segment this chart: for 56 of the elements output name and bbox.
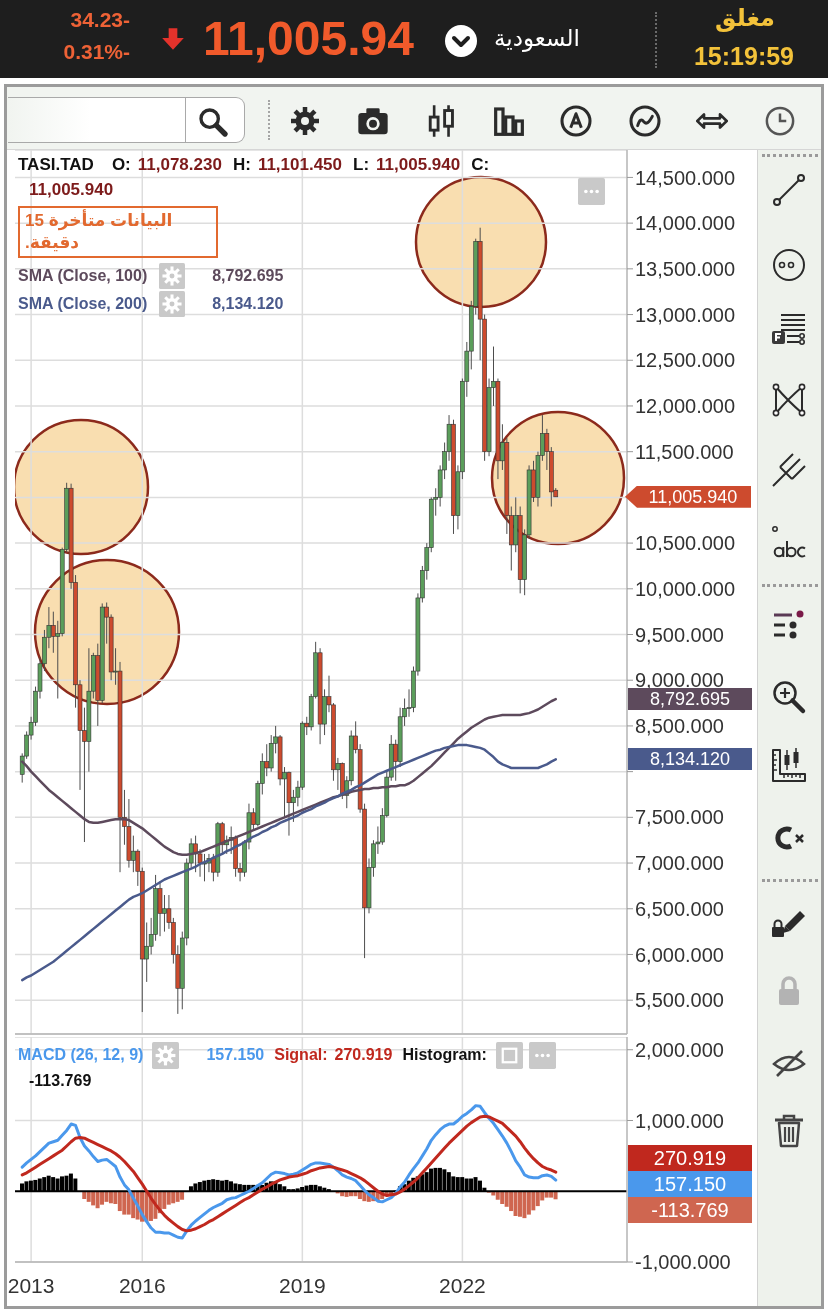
x-tick-label: 2016 bbox=[118, 1273, 166, 1297]
annotation: 270.919 bbox=[334, 1046, 393, 1064]
y-tick-label: 8,500.000 bbox=[635, 715, 724, 738]
y-tick-label: 7,000.000 bbox=[635, 852, 724, 875]
y-tick-label: 10,500.000 bbox=[635, 532, 736, 555]
y-tick-label: 9,500.000 bbox=[635, 623, 724, 646]
x-tick-label: 2013 bbox=[7, 1273, 55, 1297]
y-tick-label: -1,000.000 bbox=[635, 1251, 731, 1274]
y-tick-label: 13,500.000 bbox=[635, 257, 736, 280]
text: 8,134.120 bbox=[649, 749, 731, 770]
annotation: 8,792.695 bbox=[212, 267, 284, 285]
y-tick-label: 9,000.000 bbox=[635, 669, 724, 692]
chart-title: TASI.TAD bbox=[18, 155, 94, 175]
text: 34.23- bbox=[69, 8, 130, 33]
text: 15:19:59 bbox=[692, 42, 796, 71]
y-tick-label: 14,000.000 bbox=[635, 212, 736, 235]
annotation: 11,101.450 bbox=[257, 155, 343, 175]
text: MACD (26, 12, 9) bbox=[18, 1046, 144, 1064]
y-tick-label: 11,500.000 bbox=[635, 440, 734, 463]
x-tick-label: 2022 bbox=[439, 1273, 486, 1297]
annotation: O: bbox=[111, 155, 131, 175]
y-tick-label: 6,000.000 bbox=[635, 943, 724, 966]
annotation: C: bbox=[471, 155, 490, 175]
text: السعودية bbox=[494, 25, 580, 52]
x-tick-label: 2019 bbox=[278, 1273, 326, 1297]
annotation: -113.769 bbox=[29, 1072, 92, 1090]
text: 270.919 bbox=[653, 1146, 727, 1169]
y-tick-label: 1,000.000 bbox=[635, 1109, 724, 1132]
text: -113.769 bbox=[651, 1198, 729, 1221]
y-tick-label: 6,500.000 bbox=[635, 897, 724, 920]
text: SMA (Close, 200) bbox=[18, 295, 148, 313]
annotation: 157.150 bbox=[206, 1046, 265, 1064]
text: SMA (Close, 100) bbox=[18, 267, 148, 285]
text: مغلق bbox=[714, 4, 776, 32]
y-tick-label: 10,000.000 bbox=[635, 577, 736, 600]
y-tick-label: 7,500.000 bbox=[635, 806, 724, 829]
annotation: 8,134.120 bbox=[212, 295, 284, 313]
y-tick-label: 2,000.000 bbox=[635, 1038, 724, 1061]
y-tick-label: 12,000.000 bbox=[635, 395, 736, 418]
text: 11,005.94 bbox=[203, 11, 414, 67]
y-tick-label: 12,500.000 bbox=[635, 349, 736, 372]
annotation: 11,005.940 bbox=[376, 155, 461, 175]
y-tick-label: 5,500.000 bbox=[635, 989, 724, 1012]
annotation: البيانات متأخرة 15 دقيقة. bbox=[18, 206, 218, 258]
text: Signal: bbox=[274, 1046, 328, 1064]
annotation: H: bbox=[232, 155, 251, 175]
annotation: 11,005.940 bbox=[29, 180, 115, 200]
y-tick-label: 14,500.000 bbox=[635, 166, 736, 189]
annotation: 11,078.230 bbox=[137, 155, 222, 175]
annotation: L: bbox=[353, 155, 370, 175]
text: 157.150 bbox=[653, 1172, 727, 1195]
text: 8,792.695 bbox=[649, 689, 731, 710]
text: Histogram: bbox=[402, 1046, 487, 1064]
y-tick-label: 13,000.000 bbox=[635, 303, 736, 326]
text: 0.31%- bbox=[62, 40, 130, 65]
text: 11,005.940 bbox=[625, 485, 751, 508]
